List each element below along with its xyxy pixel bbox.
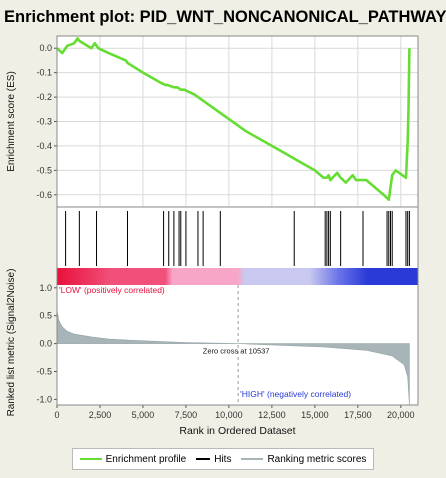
chart-title: Enrichment plot: PID_WNT_NONCANONICAL_PA… [4,8,446,26]
legend-label-hits: Hits [214,453,232,465]
x-tick-label: 2,500 [89,410,112,420]
metric-y-tick-label: 0.5 [39,311,52,321]
x-tick-label: 17,500 [344,410,372,420]
x-tick-label: 7,500 [175,410,198,420]
es-y-tick-label: -0.5 [36,165,52,175]
rank-color-band [57,268,418,285]
legend-swatch-ranking-metric [241,458,264,460]
legend-swatch-hits [196,458,211,460]
legend-label-enrichment-profile: Enrichment profile [105,453,187,465]
x-tick-label: 5,000 [132,410,155,420]
legend-label-ranking-metric: Ranking metric scores [267,453,367,465]
metric-y-tick-label: -0.5 [36,367,52,377]
metric-y-tick-label: 1.0 [39,283,52,293]
legend-item-ranking-metric-scores: Ranking metric scores [241,454,366,465]
plot-area-border [56,35,419,406]
legend-item-hits: Hits [196,454,231,465]
x-tick-label: 10,000 [215,410,243,420]
es-y-tick-label: -0.2 [36,92,52,102]
es-y-tick-label: -0.6 [36,190,52,200]
legend: Enrichment profile Hits Ranking metric s… [72,448,374,470]
legend-item-enrichment-profile: Enrichment profile [79,453,187,465]
es-y-tick-label: -0.4 [36,141,52,151]
low-correlation-label: 'LOW' (positively correlated) [59,285,165,295]
es-y-tick-label: -0.3 [36,117,52,127]
es-y-tick-label: 0.0 [39,43,52,53]
x-tick-label: 0 [54,410,59,420]
ranking-metric-area [56,310,410,406]
metric-y-axis-title: Ranked list metric (Signal2Noise) [6,269,17,417]
x-tick-label: 12,500 [258,410,286,420]
x-tick-label: 15,000 [301,410,329,420]
enrichment-profile-line [56,37,411,201]
metric-y-tick-label: 0.0 [39,339,52,349]
x-axis-title: Rank in Ordered Dataset [179,425,295,437]
zero-cross-label: Zero cross at 10537 [203,347,270,356]
high-correlation-label: 'HIGH' (negatively correlated) [240,389,351,399]
x-tick-label: 20,000 [387,410,415,420]
es-y-axis-title: Enrichment score (ES) [6,71,17,172]
legend-swatch-enrichment-profile [79,458,102,460]
es-y-tick-label: -0.1 [36,68,52,78]
metric-y-tick-label: -1.0 [36,394,52,404]
